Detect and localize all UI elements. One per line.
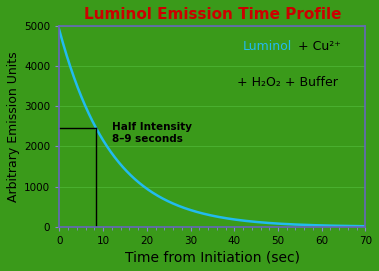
Text: + Cu²⁺: + Cu²⁺ [293, 40, 340, 53]
X-axis label: Time from Initiation (sec): Time from Initiation (sec) [125, 250, 300, 264]
Text: Luminol: Luminol [243, 40, 292, 53]
Text: + H₂O₂ + Buffer: + H₂O₂ + Buffer [237, 76, 338, 89]
Text: Half Intensity
8–9 seconds: Half Intensity 8–9 seconds [112, 122, 192, 144]
Y-axis label: Arbitrary Emission Units: Arbitrary Emission Units [7, 51, 20, 202]
Title: Luminol Emission Time Profile: Luminol Emission Time Profile [84, 7, 341, 22]
